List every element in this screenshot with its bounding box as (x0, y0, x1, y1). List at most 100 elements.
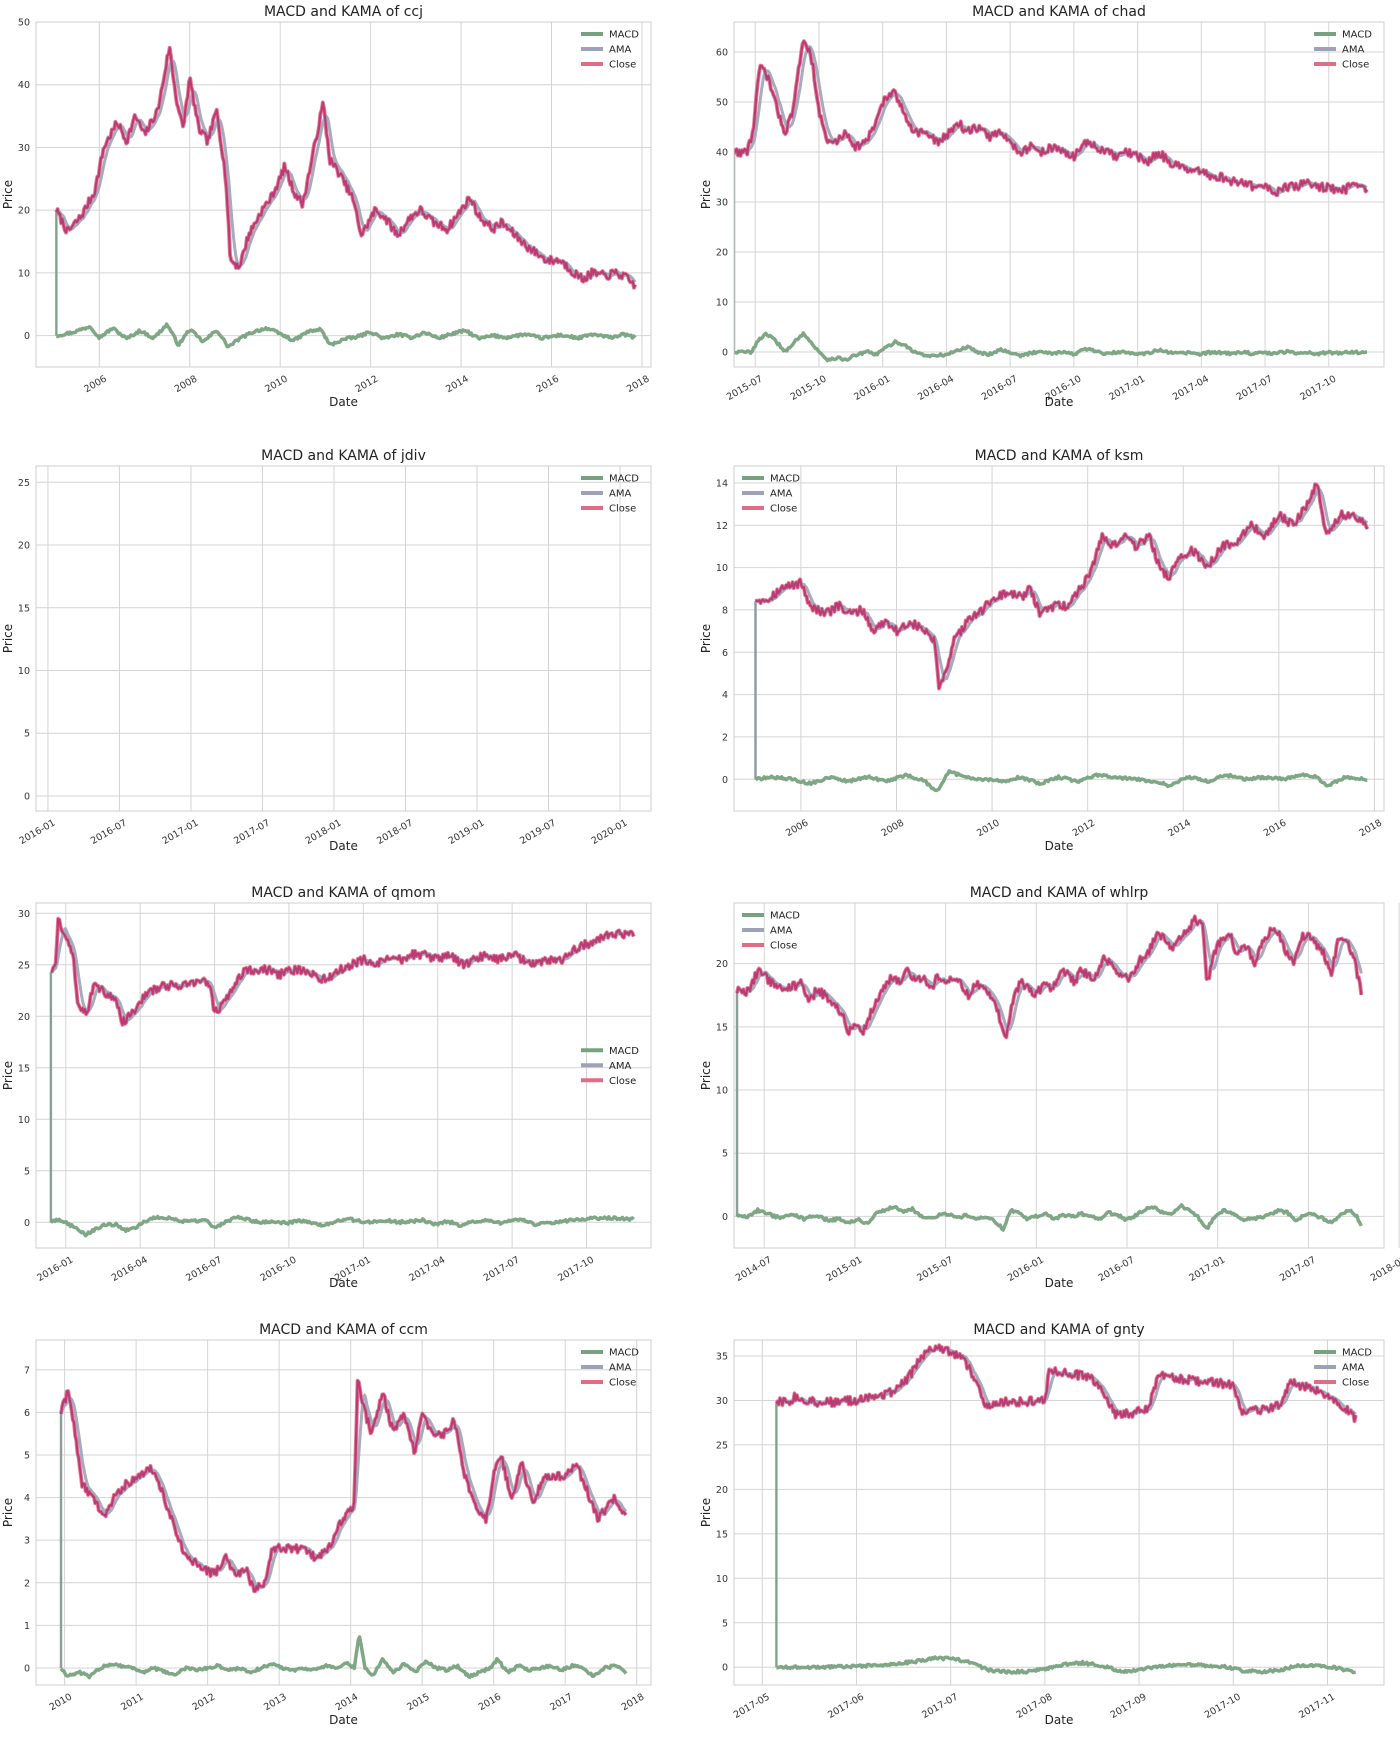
x-tick-label: 2016-07 (980, 374, 1020, 403)
x-tick-label: 2017-10 (556, 1255, 596, 1284)
y-tick-label: 0 (24, 791, 30, 802)
legend: MACD AMA Close (581, 1046, 639, 1087)
y-axis-label: Price (699, 1498, 713, 1527)
x-tick-label: 2017-01 (161, 818, 201, 847)
y-tick-label: 6 (722, 648, 728, 659)
x-tick-label: 2017-07 (482, 1255, 522, 1284)
x-tick-label: 2017-04 (1171, 374, 1211, 403)
x-tick-label: 2006 (82, 374, 108, 396)
chart-title: MACD and KAMA of jdiv (261, 448, 426, 464)
plot-area (36, 22, 651, 367)
close-overlap-line (734, 40, 1368, 197)
legend: MACD AMA Close (742, 474, 800, 515)
x-tick-label: 2020-01 (590, 818, 630, 847)
y-tick-label: 30 (716, 198, 728, 209)
legend-label-close: Close (1342, 60, 1369, 71)
legend: MACD AMA Close (1314, 1348, 1372, 1389)
y-tick-label: 8 (722, 605, 728, 616)
x-tick-label: 2010 (263, 374, 289, 396)
x-tick-label: 2018 (620, 1692, 646, 1714)
y-tick-label: 20 (716, 248, 728, 259)
chart-title: MACD and KAMA of ccm (259, 1322, 428, 1338)
y-axis-label: Price (1, 1498, 15, 1527)
y-tick-label: 7 (24, 1365, 30, 1376)
legend-label-close: Close (609, 1378, 636, 1389)
legend-label-macd: MACD (609, 474, 639, 485)
x-tick-label: 2018 (625, 374, 651, 396)
close-overlap-line (735, 915, 1363, 1039)
x-tick-label: 2010 (48, 1692, 74, 1714)
x-tick-label: 2016-01 (852, 374, 892, 403)
close-overlap-line (50, 917, 635, 1026)
x-tick-label: 2008 (880, 818, 906, 840)
y-tick-label: 5 (722, 1618, 728, 1629)
legend-label-close: Close (609, 60, 636, 71)
chart-panel-1: 0 10 20 30 40 50 2006 2008 2010 2012 2014 2016 2018 M… (1, 4, 652, 409)
x-tick-label: 2018 (1357, 818, 1383, 840)
ama-line (55, 59, 637, 283)
y-tick-label: 20 (18, 206, 30, 217)
y-tick-label: 0 (24, 331, 30, 342)
legend-label-ama: AMA (609, 45, 631, 56)
series-group (59, 1378, 628, 1680)
legend-label-macd: MACD (770, 911, 800, 922)
macd-line (776, 1655, 1357, 1675)
x-tick-label: 2017-01 (1187, 1255, 1227, 1284)
x-tick-label: 2016-01 (18, 818, 58, 847)
legend-label-macd: MACD (609, 1348, 639, 1359)
ama-line (59, 1393, 628, 1590)
legend-label-close: Close (770, 941, 797, 952)
x-tick-label: 2016-01 (35, 1255, 75, 1284)
legend-label-macd: MACD (609, 1046, 639, 1057)
y-tick-label: 60 (716, 48, 728, 59)
x-tick-label: 2016-04 (916, 374, 956, 403)
legend: MACD AMA Close (581, 1348, 639, 1389)
y-tick-label: 4 (722, 690, 728, 701)
x-tick-label: 2016 (535, 374, 561, 396)
y-tick-label: 25 (18, 960, 30, 971)
legend-label-close: Close (1342, 1378, 1369, 1389)
y-tick-label: 50 (716, 98, 728, 109)
legend: MACD AMA Close (742, 911, 800, 952)
macd-line (735, 1203, 1363, 1232)
legend-label-close: Close (609, 1076, 636, 1087)
y-tick-label: 0 (722, 775, 728, 786)
y-tick-label: 15 (18, 1063, 30, 1074)
y-tick-label: 10 (716, 298, 728, 309)
y-tick-label: 10 (716, 1574, 728, 1585)
y-tick-label: 20 (716, 1485, 728, 1496)
chart-title: MACD and KAMA of gnty (973, 1322, 1144, 1338)
series-group (49, 916, 636, 1238)
x-tick-label: 2016-07 (1097, 1255, 1137, 1284)
chart-panel-2: 0 10 20 30 40 50 60 2015-07 2015-10 2016-01 2016-0… (699, 4, 1385, 409)
x-tick-label: 2010 (975, 818, 1001, 840)
close-overlap-line (59, 1379, 627, 1593)
legend: MACD AMA Close (581, 30, 639, 71)
x-axis-label: Date (329, 395, 358, 409)
close-overlap-line (55, 46, 637, 289)
x-tick-label: 2017-07 (920, 1692, 960, 1721)
x-axis-label: Date (1045, 1713, 1074, 1727)
y-tick-label: 0 (722, 1212, 728, 1223)
x-tick-label: 2006 (784, 818, 810, 840)
y-tick-label: 30 (716, 1396, 728, 1407)
axes-frame (733, 465, 1385, 812)
x-tick-label: 2017-05 (732, 1692, 772, 1721)
legend: MACD AMA Close (581, 474, 639, 515)
x-tick-label: 2014-07 (734, 1255, 774, 1284)
macd-line (59, 1635, 628, 1680)
x-tick-label: 2017-07 (1235, 374, 1275, 403)
legend-label-close: Close (609, 504, 636, 515)
x-axis-label: Date (329, 839, 358, 853)
x-tick-label: 2012 (191, 1692, 217, 1714)
x-tick-label: 2016-10 (259, 1255, 299, 1284)
axes-frame (35, 902, 652, 1249)
legend-label-ama: AMA (609, 1061, 631, 1072)
y-axis-label: Price (699, 624, 713, 653)
chart-title: MACD and KAMA of ksm (975, 448, 1144, 464)
x-tick-label: 2017-07 (1278, 1255, 1318, 1284)
x-tick-label: 2015-10 (789, 374, 829, 403)
x-axis-label: Date (1045, 839, 1074, 853)
legend-label-ama: AMA (1342, 1363, 1364, 1374)
